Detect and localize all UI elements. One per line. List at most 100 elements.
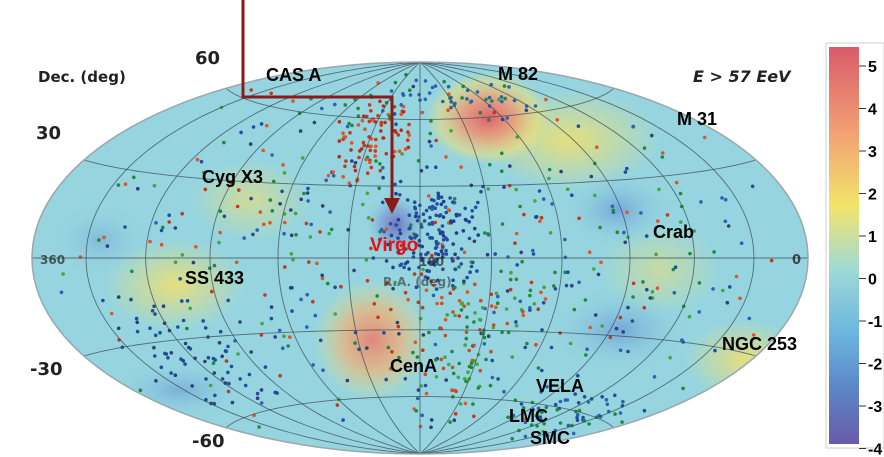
event-dot: [393, 280, 397, 285]
event-dot: [540, 410, 544, 415]
event-dot: [642, 408, 647, 413]
event-dot: [450, 388, 454, 393]
event-dot: [390, 350, 394, 354]
event-dot: [723, 219, 728, 224]
event-dot: [453, 267, 457, 272]
event-dot: [190, 384, 194, 388]
event-dot: [434, 165, 438, 169]
y-tick-minus60: -60: [192, 431, 225, 452]
event-dot: [496, 377, 500, 381]
event-dot: [448, 196, 452, 200]
event-dot: [448, 291, 453, 296]
event-dot: [352, 164, 357, 169]
event-dot: [226, 389, 231, 394]
event-dot: [531, 252, 536, 256]
event-dot: [467, 348, 472, 353]
event-dot: [378, 99, 382, 104]
event-dot: [457, 213, 462, 217]
event-dot: [533, 199, 537, 203]
event-dot: [541, 429, 545, 434]
event-dot: [510, 355, 515, 359]
event-dot: [161, 225, 165, 230]
event-dot: [484, 357, 488, 362]
event-dot: [469, 365, 474, 370]
event-dot: [321, 368, 325, 373]
label-m82: M 82: [498, 64, 538, 84]
event-dot: [109, 311, 114, 316]
x-tick-360: 360: [40, 253, 65, 267]
event-dot: [513, 241, 517, 245]
event-dot: [384, 377, 389, 382]
event-dot: [280, 189, 284, 194]
event-dot: [369, 144, 373, 149]
event-dot: [463, 206, 468, 211]
event-dot: [437, 228, 441, 232]
event-dot: [331, 170, 336, 174]
event-dot: [237, 188, 241, 192]
event-dot: [521, 309, 525, 314]
event-dot: [587, 250, 592, 254]
event-dot: [444, 378, 449, 382]
event-dot: [769, 258, 774, 263]
event-dot: [409, 223, 413, 227]
event-dot: [356, 123, 361, 127]
event-dot: [599, 260, 603, 265]
event-dot: [101, 298, 105, 303]
event-dot: [167, 213, 171, 217]
event-dot: [412, 200, 417, 204]
event-dot: [532, 302, 537, 306]
event-dot: [472, 320, 476, 324]
event-dot: [152, 304, 156, 309]
event-dot: [539, 290, 543, 295]
event-dot: [441, 238, 446, 242]
event-dot: [406, 130, 410, 134]
event-dot: [552, 284, 556, 288]
event-dot: [411, 350, 415, 355]
event-dot: [413, 214, 418, 219]
event-dot: [392, 112, 397, 116]
event-dot: [179, 357, 183, 361]
event-dot: [430, 85, 435, 90]
event-dot: [429, 425, 433, 430]
event-dot: [520, 259, 524, 264]
event-dot: [430, 220, 435, 225]
event-dot: [447, 362, 451, 367]
event-dot: [367, 119, 372, 124]
event-dot: [444, 155, 448, 159]
event-dot: [188, 306, 192, 311]
event-dot: [584, 353, 588, 357]
event-dot: [369, 246, 373, 251]
event-dot: [592, 267, 596, 271]
event-dot: [347, 121, 351, 126]
event-dot: [451, 310, 455, 314]
event-dot: [343, 164, 347, 169]
event-dot: [152, 183, 157, 188]
event-dot: [255, 396, 260, 401]
event-dot: [453, 412, 458, 416]
event-dot: [467, 220, 472, 224]
event-dot: [473, 226, 477, 231]
event-dot: [500, 330, 504, 335]
event-dot: [386, 345, 391, 350]
event-dot: [210, 289, 214, 294]
event-dot: [374, 137, 378, 142]
event-dot: [434, 138, 439, 143]
event-dot: [457, 265, 461, 269]
event-dot: [365, 346, 369, 350]
event-dot: [135, 320, 139, 325]
event-dot: [238, 377, 242, 381]
event-dot: [570, 283, 574, 288]
event-dot: [406, 138, 410, 142]
event-dot: [305, 292, 310, 297]
event-dot: [596, 272, 601, 277]
event-dot: [543, 297, 548, 301]
event-dot: [441, 215, 446, 219]
event-dot: [441, 252, 445, 256]
event-dot: [478, 368, 483, 373]
hotspot-south: [314, 280, 430, 400]
event-dot: [461, 229, 466, 233]
event-dot: [211, 361, 216, 366]
event-dot: [528, 288, 533, 293]
event-dot: [393, 128, 397, 133]
event-dot: [213, 393, 217, 398]
